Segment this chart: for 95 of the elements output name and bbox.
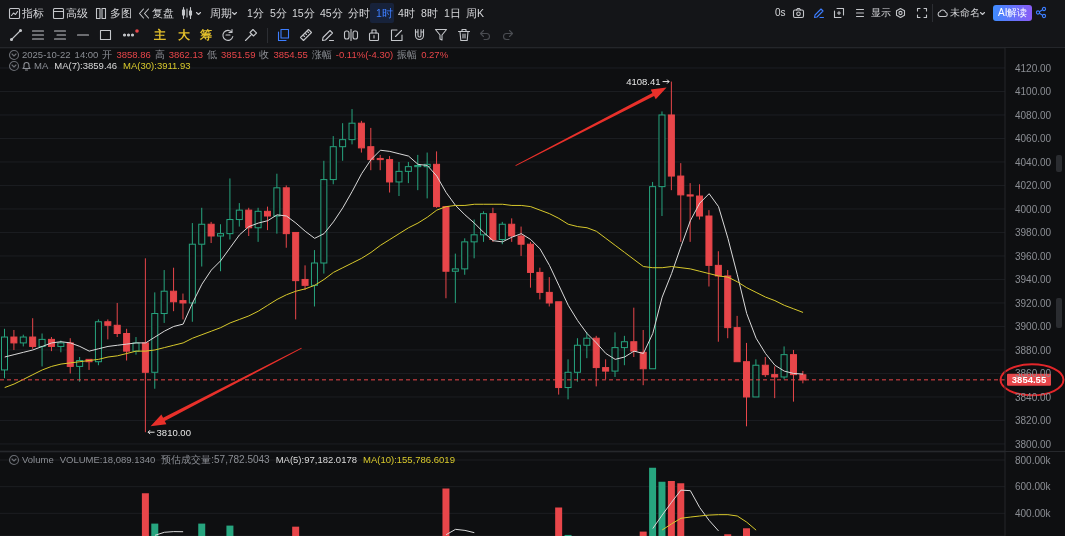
y-tick-label: 3920.00 xyxy=(1015,297,1052,309)
candlestick xyxy=(273,173,281,235)
candlestick xyxy=(226,177,234,241)
candlestick xyxy=(489,207,497,243)
candlestick xyxy=(517,226,525,257)
annotation: 4108.41 xyxy=(626,76,661,88)
y-tick-label: 3800.00 xyxy=(1015,438,1052,450)
candlestick xyxy=(395,161,403,197)
text: 大 xyxy=(178,28,190,42)
candlestick xyxy=(526,241,534,289)
annotation: VOLUME:18,089.1340 xyxy=(59,454,156,466)
text: 4时 xyxy=(398,6,415,20)
text: 周K xyxy=(466,6,485,20)
y-tick-label: 800.00k xyxy=(1015,454,1052,466)
y-tick-label: 3900.00 xyxy=(1015,321,1052,333)
candlestick xyxy=(10,329,18,351)
y-tick-label: 4080.00 xyxy=(1015,109,1052,121)
text: 复盘 xyxy=(152,6,174,20)
candlestick xyxy=(320,160,328,275)
annotation: 预估成交量:57,782.5043 xyxy=(161,454,270,466)
text: 1时 xyxy=(376,6,393,20)
text: MA(7):3859.46 xyxy=(54,60,118,72)
candlestick xyxy=(761,356,769,378)
candlestick xyxy=(160,269,168,324)
candlestick xyxy=(29,317,37,350)
candlestick xyxy=(752,358,760,398)
text: MA(10):155,786.6019 xyxy=(363,454,455,466)
y-tick-label: 3980.00 xyxy=(1015,227,1052,239)
text: 0s xyxy=(775,6,786,20)
candlestick xyxy=(564,358,572,400)
text: 1分 xyxy=(247,6,264,20)
text: 15分 xyxy=(292,6,315,20)
line-series xyxy=(4,203,804,389)
y-tick-label: 4060.00 xyxy=(1015,133,1052,145)
legend-title: MA xyxy=(34,60,49,72)
text: 8时 xyxy=(421,6,438,20)
text: 多图 xyxy=(110,6,132,20)
candlestick xyxy=(611,331,619,378)
text: 5分 xyxy=(270,6,287,20)
candlestick xyxy=(733,315,741,363)
y-tick-label: 600.00k xyxy=(1015,481,1052,493)
text: 分时 xyxy=(348,6,370,20)
candlestick xyxy=(705,209,713,288)
text: 1日 xyxy=(444,6,461,20)
candlestick xyxy=(714,250,722,343)
candlestick xyxy=(198,207,206,268)
candlestick xyxy=(442,206,450,299)
text: 未命名 xyxy=(950,6,980,20)
text: 45分 xyxy=(320,6,343,20)
candlestick xyxy=(480,210,488,243)
candlestick xyxy=(339,122,347,162)
text: 显示 xyxy=(871,6,891,20)
text: MA(5):97,182.0178 xyxy=(275,454,358,466)
candlestick xyxy=(686,182,694,243)
candlestick xyxy=(179,293,187,320)
y-tick-label: 3820.00 xyxy=(1015,415,1052,426)
y-tick-label: 3960.00 xyxy=(1015,250,1052,262)
text: AI解读 xyxy=(998,6,1028,20)
candlestick xyxy=(38,333,46,367)
legend-title: Volume xyxy=(22,454,54,466)
candlestick xyxy=(254,207,262,243)
candlestick xyxy=(470,219,478,259)
text: 高级 xyxy=(66,6,88,20)
annotation: 3810.00 xyxy=(156,426,191,438)
line-series xyxy=(661,514,757,531)
text: 周期 xyxy=(210,6,232,20)
candlestick xyxy=(658,110,666,217)
y-tick-label: 4020.00 xyxy=(1015,180,1052,192)
candlestick xyxy=(282,184,290,249)
candlestick xyxy=(780,345,788,380)
text: 筹 xyxy=(200,28,212,42)
candlestick xyxy=(301,264,309,291)
y-tick-label: 400.00k xyxy=(1015,507,1052,519)
y-tick-label: 4120.00 xyxy=(1015,62,1052,74)
y-tick-label: 3880.00 xyxy=(1015,344,1052,356)
y-tick-label: 4040.00 xyxy=(1015,156,1052,168)
candlestick xyxy=(348,108,356,145)
candlestick xyxy=(451,253,459,304)
candlestick xyxy=(433,150,441,208)
y-tick-label: 3940.00 xyxy=(1015,274,1052,286)
candlestick xyxy=(217,223,225,272)
candlestick xyxy=(310,249,318,307)
y-tick-label: 4100.00 xyxy=(1015,86,1052,98)
y-tick-label: 4000.00 xyxy=(1015,203,1052,215)
candlestick xyxy=(292,231,300,320)
text: 指标 xyxy=(22,6,44,20)
candlestick xyxy=(536,267,544,300)
candlestick xyxy=(667,81,675,191)
text: 主 xyxy=(154,28,166,42)
candlestick xyxy=(677,162,685,243)
candlestick xyxy=(207,221,215,244)
candlestick xyxy=(170,267,178,312)
candlestick xyxy=(104,318,112,340)
text: 2025-10-22 14:00 开 3858.86 高 3862.13 低 3851.59 收 3854.55 涨幅 -0.11%(-4.30) 振幅 0.27% xyxy=(22,49,449,60)
text: MA(30):3911.93 xyxy=(123,60,191,72)
